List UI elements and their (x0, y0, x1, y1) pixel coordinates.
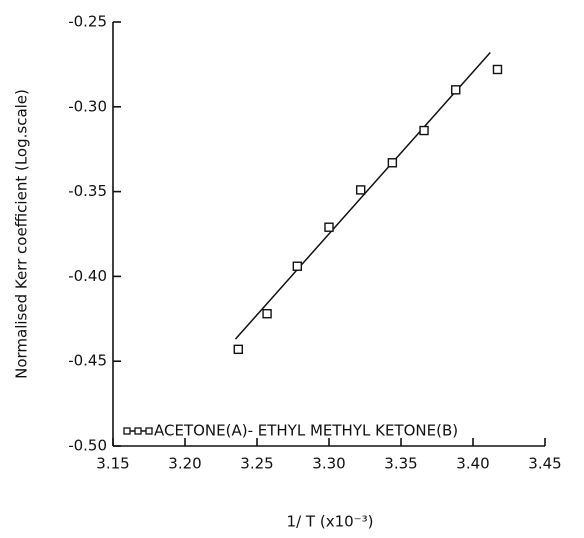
y-tick-label: -0.30 (68, 97, 107, 115)
data-point (387, 158, 398, 168)
y-tick-label: -0.25 (68, 13, 107, 31)
legend-label: ACETONE(A)- ETHYL METHYL KETONE(B) (154, 422, 458, 440)
y-axis-label: Normalised Kerr coefficient (Log.scale) (13, 89, 31, 379)
y-tick-label: -0.40 (68, 267, 107, 285)
y-tick-label: -0.45 (68, 352, 107, 370)
data-point (492, 64, 503, 75)
data-point (451, 85, 461, 95)
fit-line (234, 52, 491, 340)
legend-marker (123, 427, 131, 435)
x-tick-label: 3.15 (96, 455, 129, 473)
data-point (355, 185, 366, 195)
data-point (324, 222, 334, 232)
x-tick-label: 3.30 (312, 455, 345, 473)
legend-marker (134, 427, 142, 435)
x-tick-label: 3.45 (528, 455, 561, 473)
legend-marker (145, 427, 153, 435)
y-tick-label: -0.35 (68, 182, 107, 200)
y-tick-label: -0.50 (68, 437, 107, 455)
data-point (262, 309, 272, 319)
x-tick-label: 3.20 (168, 455, 201, 473)
data-point (233, 344, 243, 355)
x-axis-label: 1/ T (x10⁻³) (287, 513, 374, 531)
x-tick-label: 3.25 (240, 455, 273, 473)
data-point (292, 261, 303, 271)
x-tick-label: 3.35 (384, 455, 417, 473)
x-tick-label: 3.40 (456, 455, 489, 473)
data-point (419, 125, 429, 136)
